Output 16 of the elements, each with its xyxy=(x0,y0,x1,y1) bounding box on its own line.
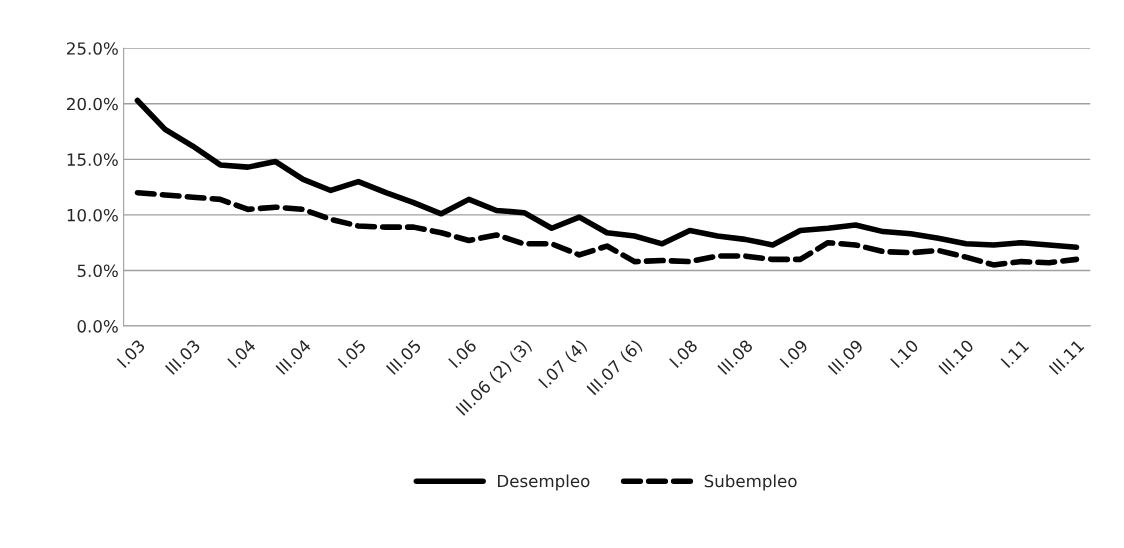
x-tick-label: I.11 xyxy=(1000,339,1030,368)
y-tick-label: 20.0% xyxy=(67,97,118,111)
y-tick-label: 10.0% xyxy=(67,208,118,222)
legend-label: Desempleo xyxy=(498,474,590,491)
y-tick-label: 15.0% xyxy=(67,153,118,166)
x-tick-label: I.06 xyxy=(448,338,478,369)
y-tick-label: 5.0% xyxy=(77,264,118,278)
legend-label: Subempleo xyxy=(704,474,797,491)
y-tick-label: 25.0% xyxy=(67,42,118,55)
x-tick-label: I.04 xyxy=(227,338,257,369)
x-tick-label: I.03 xyxy=(116,339,146,369)
x-tick-label: I.05 xyxy=(337,339,367,369)
x-tick-label: I.09 xyxy=(779,338,809,369)
x-tick-label: I.08 xyxy=(668,338,699,369)
x-tick-label: I.10 xyxy=(889,338,920,369)
y-tick-label: 0.0% xyxy=(77,320,118,333)
